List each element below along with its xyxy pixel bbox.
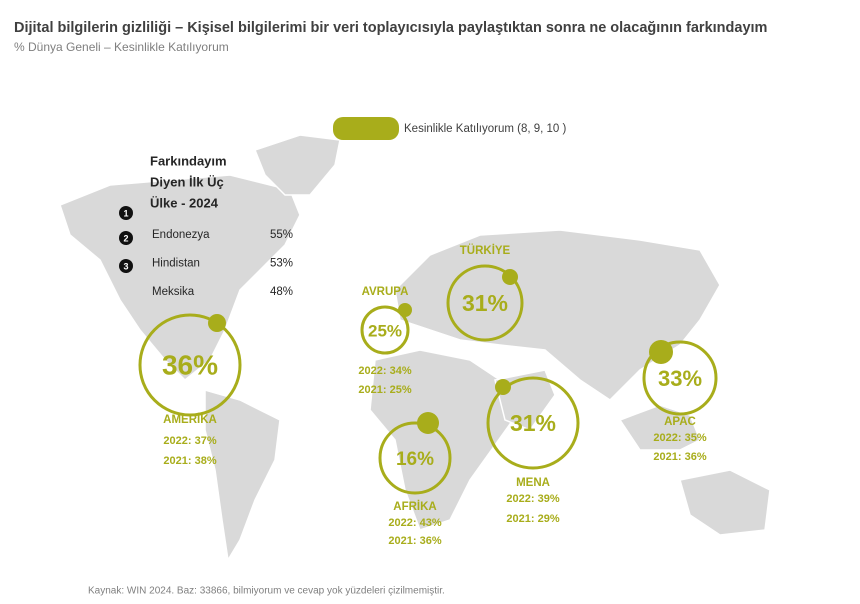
country: Endonezya [152,229,210,241]
rank-number: 3 [123,261,128,271]
region-ring [378,421,452,495]
region-value: 33% [658,366,702,391]
region-name: TÜRKİYE [460,244,511,257]
rank-number: 2 [123,233,128,243]
region-dot [649,340,673,364]
top-three-title: Ülke - 2024 [150,195,219,210]
country: Hindistan [152,258,200,270]
region-2022: 2022: 34% [358,365,411,377]
rank-badge [119,206,133,220]
region-2022: 2022: 35% [653,432,706,444]
country-percent: 53% [270,258,293,270]
region-name: AFRİKA [393,500,436,513]
rank-badge [119,259,133,273]
regions: 36% AMERİKA 2022: 37% 2021: 38% 25% AVRUPA 202… [138,244,718,547]
region-ring [138,313,242,417]
country-percent: 48% [270,286,293,298]
legend-label: Kesinlikle Katılıyorum (8, 9, 10 ) [404,123,567,135]
region-ring [360,305,410,355]
region-2021: 2021: 36% [653,451,706,463]
rank-number: 1 [123,208,128,218]
legend-swatch [333,117,399,140]
region-name: APAC [664,416,696,428]
region-ring [642,340,718,416]
region-name: AMERİKA [163,413,217,426]
region-2021: 2021: 38% [163,455,216,467]
top-three-title: Farkındayım [150,153,227,168]
region-name: AVRUPA [362,286,409,298]
region-2021: 2021: 29% [506,513,559,525]
region-ring [486,376,580,470]
region-ring [446,264,524,342]
region-2022: 2022: 39% [506,493,559,505]
region-dot [502,269,518,285]
region-dot [417,412,439,434]
region-value: 31% [510,410,556,436]
country: Meksika [152,286,195,298]
region-dot [208,314,226,332]
region-dot [495,379,511,395]
region-2022: 2022: 43% [388,517,441,529]
region-2021: 2021: 36% [388,535,441,547]
rank-badge [119,231,133,245]
region-value: 25% [368,321,402,340]
region-2021: 2021: 25% [358,384,411,396]
region-dot [398,303,412,317]
top-three-title: Diyen İlk Üç [150,174,224,189]
title: Dijital bilgilerin gizliliği – Kişisel b… [14,20,767,36]
country-percent: 55% [270,229,293,241]
subtitle: % Dünya Geneli – Kesinlikle Katılıyorum [14,40,229,54]
region-2022: 2022: 37% [163,435,216,447]
top-three: Farkındayım Diyen İlk Üç Ülke - 2024 1 2 3 End… [119,153,293,298]
region-name: MENA [516,477,550,489]
region-value: 16% [396,449,434,470]
region-value: 31% [462,290,508,316]
source: Kaynak: WIN 2024. Baz: 33866, bilmiyorum… [88,586,445,597]
region-value: 36% [162,349,218,380]
